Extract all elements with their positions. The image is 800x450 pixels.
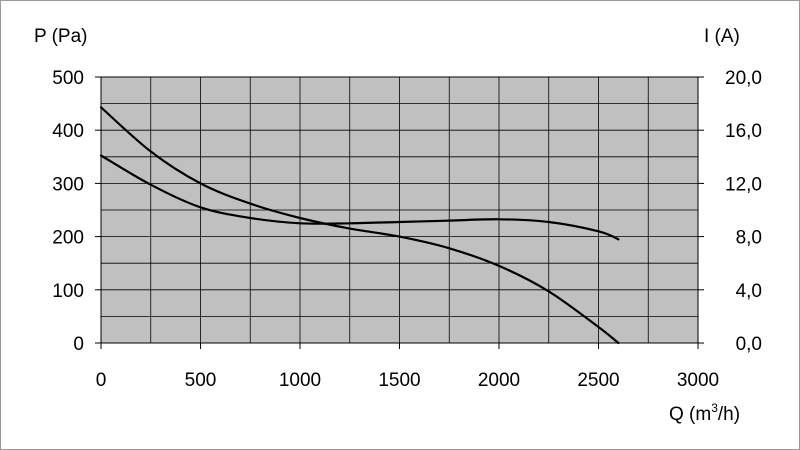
y-axis-right-label: I (A) xyxy=(704,26,740,47)
x-tick-label: 0 xyxy=(96,370,107,391)
y-left-tick-label: 500 xyxy=(52,68,84,89)
y-left-tick-label: 100 xyxy=(52,281,84,302)
x-tick-label: 2500 xyxy=(577,370,619,391)
x-axis-label-superscript: 3 xyxy=(711,401,718,415)
x-axis-label-tail: /h) xyxy=(718,404,740,425)
y-left-tick-label: 200 xyxy=(52,228,84,249)
x-tick-label: 1000 xyxy=(279,370,321,391)
y-right-tick-label: 16,0 xyxy=(725,121,762,142)
y-axis-left-label: P (Pa) xyxy=(34,26,88,47)
x-tick-label: 500 xyxy=(185,370,217,391)
x-axis-label: Q (m3/h) xyxy=(669,401,740,425)
y-left-tick-label: 300 xyxy=(52,174,84,195)
y-left-tick-label: 0 xyxy=(73,334,84,355)
tick-labels: 0 500 1000 1500 2000 2500 3000 0 100 200 300 400 500… xyxy=(52,68,762,391)
current-curve xyxy=(99,154,620,241)
x-tick-label: 3000 xyxy=(677,370,719,391)
series-group xyxy=(99,106,620,345)
y-right-tick-label: 8,0 xyxy=(736,228,762,249)
y-right-tick-label: 20,0 xyxy=(725,68,762,89)
x-tick-label: 2000 xyxy=(478,370,520,391)
x-axis-label-main: Q (m xyxy=(669,404,711,425)
y-right-tick-label: 12,0 xyxy=(725,174,762,195)
x-tick-label: 1500 xyxy=(378,370,420,391)
y-right-tick-label: 0,0 xyxy=(736,334,762,355)
y-right-tick-label: 4,0 xyxy=(736,281,762,302)
y-left-tick-label: 400 xyxy=(52,121,84,142)
pressure-curve xyxy=(99,106,620,345)
